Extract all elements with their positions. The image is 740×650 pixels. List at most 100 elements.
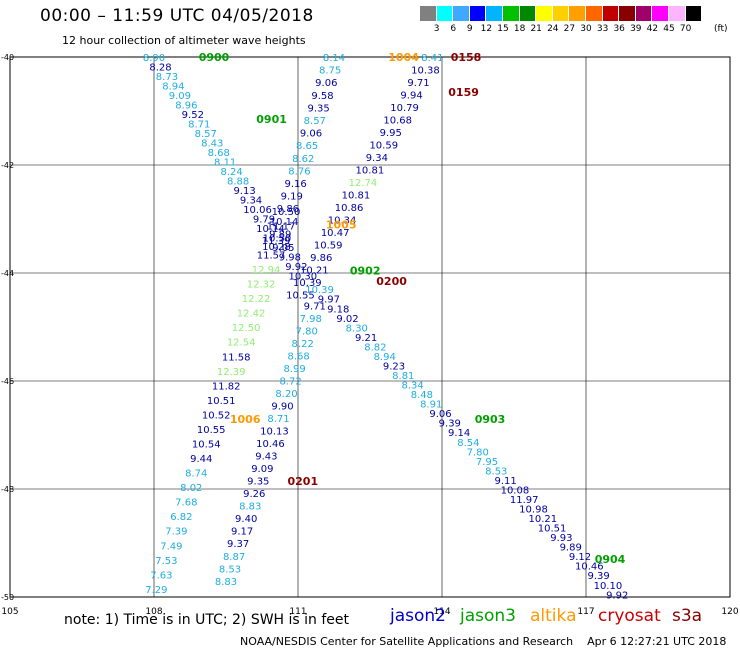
wave-height-value: 9.86 — [310, 253, 332, 264]
wave-height-value: 9.26 — [243, 489, 265, 500]
wave-height-value: 8.41 — [421, 53, 443, 64]
color-scale-swatch — [569, 6, 586, 21]
wave-height-value: 12.42 — [237, 309, 266, 320]
wave-height-value: 8.83 — [239, 502, 261, 513]
wave-height-value: 9.97 — [318, 295, 340, 306]
wave-height-value: 9.23 — [383, 361, 405, 372]
y-tick-label: -40 — [1, 53, 14, 62]
color-scale-bar — [420, 6, 703, 21]
wave-height-value: 9.06 — [300, 129, 322, 140]
chart-subtitle: 12 hour collection of altimeter wave hei… — [62, 34, 306, 47]
wave-height-value: 9.79 — [253, 215, 275, 226]
wave-height-value: 8.90 — [143, 53, 165, 64]
wave-height-value: 8.48 — [411, 390, 433, 401]
wave-height-value: 11.58 — [222, 352, 251, 363]
wave-height-value: 10.46 — [256, 439, 285, 450]
wave-height-value: 7.39 — [165, 527, 187, 538]
color-scale-label: 30 — [580, 24, 592, 34]
wave-height-value: 8.43 — [201, 139, 223, 150]
chart-title: 00:00 – 11:59 UTC 04/05/2018 — [40, 6, 314, 26]
wave-height-value: 10.55 — [286, 291, 315, 302]
wave-height-value: 11.17 — [267, 221, 296, 232]
wave-height-value: 12.39 — [217, 367, 246, 378]
x-tick-label: 111 — [289, 607, 306, 617]
wave-height-value: 8.94 — [162, 82, 184, 93]
pass-time-label: 0201 — [287, 475, 318, 488]
wave-height-value: 9.40 — [235, 514, 257, 525]
wave-height-value: 8.28 — [149, 63, 171, 74]
color-scale-swatch — [585, 6, 603, 21]
wave-height-value: 9.19 — [281, 192, 303, 203]
wave-height-value: 9.14 — [448, 428, 470, 439]
color-scale-swatch — [536, 6, 553, 21]
pass-time-label: 0200 — [376, 275, 407, 288]
satellite-track: 8.148.759.069.589.358.579.068.658.628.76… — [262, 53, 345, 253]
wave-height-value: 12.50 — [232, 323, 261, 334]
sat-cryosat: cryosat — [598, 606, 661, 626]
wave-height-value: 6.82 — [170, 512, 192, 523]
wave-height-tracks: 8.908.288.738.949.098.969.528.718.578.43… — [143, 53, 628, 601]
plot-frame — [9, 56, 731, 598]
wave-height-value: 8.96 — [175, 101, 197, 112]
generation-timestamp: Apr 6 12:27:21 UTC 2018 — [587, 635, 727, 648]
wave-height-value: 8.87 — [223, 552, 245, 563]
wave-height-value: 7.80 — [467, 447, 489, 458]
wave-height-value: 7.63 — [150, 570, 172, 581]
wave-height-value: 9.35 — [308, 103, 330, 114]
wave-height-value: 8.68 — [288, 351, 310, 362]
wave-height-value: 7.80 — [296, 326, 318, 337]
color-scale-swatch — [652, 6, 669, 21]
wave-height-value: 7.53 — [155, 556, 177, 567]
wave-height-value: 8.11 — [214, 158, 236, 169]
wave-height-value: 9.02 — [336, 314, 358, 325]
wave-height-value: 9.39 — [587, 571, 609, 582]
wave-height-value: 10.13 — [260, 427, 289, 438]
wave-height-value: 9.13 — [233, 186, 255, 197]
wave-height-value: 10.50 — [272, 207, 301, 218]
color-scale-swatch — [635, 6, 653, 21]
color-scale-label: 21 — [530, 24, 542, 34]
color-scale-swatch — [502, 6, 520, 21]
sat-jason3: jason3 — [460, 606, 516, 626]
wave-height-value: 12.22 — [242, 294, 271, 305]
wave-height-value: 9.09 — [251, 464, 273, 475]
wave-height-value: 8.99 — [283, 364, 305, 375]
footer-note: note: 1) Time is in UTC; 2) SWH is in fe… — [64, 612, 350, 628]
x-tick-label: 114 — [433, 607, 450, 617]
color-scale-swatch — [552, 6, 570, 21]
wave-height-value: 9.11 — [494, 476, 516, 487]
wave-height-value: 9.06 — [429, 409, 451, 420]
satellite-track: 10.399.979.189.028.309.218.828.949.238.8… — [305, 285, 628, 601]
pass-time-label: 0904 — [595, 553, 626, 566]
wave-height-value: 9.89 — [560, 543, 582, 554]
wave-height-value: 10.38 — [411, 66, 440, 77]
pass-time-label: 0901 — [256, 113, 287, 126]
wave-height-value: 10.21 — [300, 266, 329, 277]
wave-height-value: 8.14 — [323, 53, 345, 64]
wave-height-value: 12.94 — [252, 265, 281, 276]
color-scale-label: 18 — [513, 24, 526, 34]
pass-time-label: 0902 — [350, 264, 381, 277]
wave-height-value: 10.54 — [192, 440, 221, 451]
satellite-track: 8.908.288.738.949.098.969.528.718.578.43… — [143, 53, 317, 283]
wave-height-value: 9.21 — [355, 333, 377, 344]
wave-height-value: 10.50 — [263, 234, 292, 245]
color-scale-label: 42 — [646, 24, 659, 34]
wave-height-value: 9.06 — [315, 78, 337, 89]
color-scale-swatch — [619, 6, 636, 21]
wave-height-value: 9.92 — [606, 590, 628, 601]
sat-altika: altika — [530, 606, 577, 626]
color-scale-label: 12 — [480, 24, 493, 34]
x-tick-label: 117 — [577, 607, 594, 617]
wave-height-value: 10.14 — [256, 224, 285, 235]
wave-height-value: 10.86 — [335, 203, 364, 214]
wave-height-value: 9.37 — [227, 539, 249, 550]
satellite-track: 9.71 7.987.80 8.228.68 8.99 8.728.20 9.908.71… — [215, 301, 326, 587]
color-scale-label: 15 — [497, 24, 509, 34]
color-scale-label: 6 — [450, 24, 457, 34]
pass-time-label: 1006 — [230, 413, 261, 426]
wave-height-value: 9.16 — [284, 179, 306, 190]
wave-height-value: 8.81 — [392, 371, 414, 382]
wave-height-value: 9.90 — [271, 402, 293, 413]
